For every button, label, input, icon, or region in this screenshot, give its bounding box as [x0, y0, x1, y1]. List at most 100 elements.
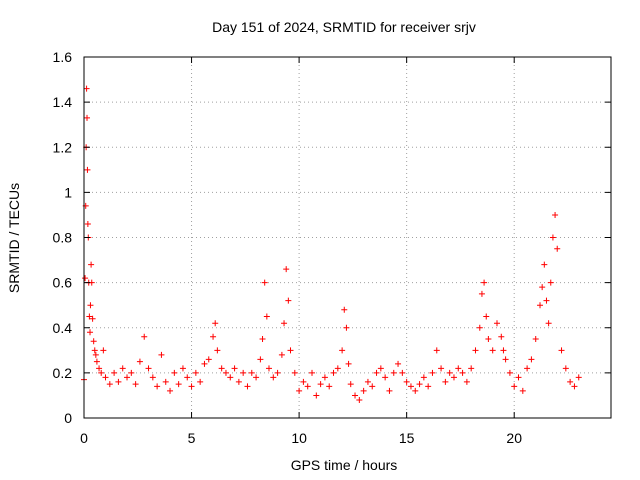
y-tick-label: 1.4: [53, 94, 73, 110]
data-point: [549, 234, 556, 241]
data-point: [506, 369, 513, 376]
data-point: [257, 356, 264, 363]
data-point: [171, 369, 178, 376]
data-point: [567, 378, 574, 385]
data-point: [162, 378, 169, 385]
data-point: [253, 374, 260, 381]
data-point: [539, 284, 546, 291]
data-point: [502, 356, 509, 363]
data-point: [132, 381, 139, 388]
data-point: [528, 356, 535, 363]
data-point: [261, 279, 268, 286]
x-tick-label: 15: [399, 430, 415, 446]
data-point: [88, 261, 95, 268]
axis-ticks: 0 0.2 0.4 0.6 0.8 1 1.2 1.4 1.6 0 5 10 15 20: [53, 49, 611, 446]
data-point: [558, 347, 565, 354]
x-tick-label: 10: [291, 430, 307, 446]
data-point: [197, 378, 204, 385]
data-point: [373, 369, 380, 376]
data-point: [455, 365, 462, 372]
chart-title: Day 151 of 2024, SRMTID for receiver srj…: [212, 19, 476, 35]
data-point: [343, 324, 350, 331]
data-point: [511, 383, 518, 390]
data-point: [476, 324, 483, 331]
data-point: [84, 114, 91, 121]
data-point: [309, 369, 316, 376]
data-point: [552, 211, 559, 218]
data-point: [489, 347, 496, 354]
data-point: [136, 358, 143, 365]
data-point: [274, 369, 281, 376]
data-point: [326, 383, 333, 390]
data-point: [102, 374, 109, 381]
data-point: [571, 383, 578, 390]
x-tick-label: 20: [506, 430, 522, 446]
data-point: [390, 369, 397, 376]
data-point: [500, 347, 507, 354]
data-point: [91, 347, 98, 354]
data-point: [386, 387, 393, 394]
data-point: [90, 338, 97, 345]
data-point: [296, 387, 303, 394]
data-point: [399, 369, 406, 376]
data-point: [313, 392, 320, 399]
grid: [84, 57, 611, 418]
data-point: [425, 383, 432, 390]
data-point: [106, 381, 113, 388]
y-tick-label: 0: [64, 410, 72, 426]
data-point: [158, 351, 165, 358]
data-point: [537, 302, 544, 309]
y-tick-label: 1.6: [53, 49, 73, 65]
data-point: [124, 374, 131, 381]
data-point: [352, 392, 359, 399]
data-point: [87, 329, 94, 336]
data-point: [154, 383, 161, 390]
data-point: [175, 381, 182, 388]
data-point: [356, 396, 363, 403]
data-point: [541, 261, 548, 268]
data-point: [395, 360, 402, 367]
data-point: [429, 369, 436, 376]
data-point: [265, 365, 272, 372]
data-point: [205, 356, 212, 363]
data-point: [188, 383, 195, 390]
data-point: [89, 315, 96, 322]
data-point: [532, 336, 539, 343]
data-point: [201, 360, 208, 367]
data-point: [210, 333, 217, 340]
y-tick-label: 0.8: [53, 230, 73, 246]
data-point: [259, 336, 266, 343]
y-tick-label: 1: [64, 184, 72, 200]
data-point: [278, 351, 285, 358]
data-point: [82, 275, 89, 282]
data-point: [515, 374, 522, 381]
y-tick-label: 0.2: [53, 365, 73, 381]
data-point: [84, 166, 91, 173]
data-point: [214, 347, 221, 354]
data-point: [547, 279, 554, 286]
y-tick-label: 1.2: [53, 139, 73, 155]
data-point: [218, 365, 225, 372]
y-axis-label: SRMTID / TECUs: [6, 183, 22, 293]
data-point: [554, 245, 561, 252]
data-point: [472, 347, 479, 354]
data-point: [459, 369, 466, 376]
data-point: [119, 365, 126, 372]
data-point: [321, 374, 328, 381]
data-point: [317, 381, 324, 388]
data-point: [291, 369, 298, 376]
x-tick-label: 5: [188, 430, 196, 446]
data-point: [347, 381, 354, 388]
data-point: [141, 333, 148, 340]
data-point: [100, 347, 107, 354]
data-point: [339, 347, 346, 354]
data-point: [498, 333, 505, 340]
data-point: [212, 320, 219, 327]
data-point: [93, 358, 100, 365]
data-point: [377, 365, 384, 372]
data-point: [463, 378, 470, 385]
data-point: [263, 313, 270, 320]
data-point: [281, 320, 288, 327]
data-point: [240, 369, 247, 376]
